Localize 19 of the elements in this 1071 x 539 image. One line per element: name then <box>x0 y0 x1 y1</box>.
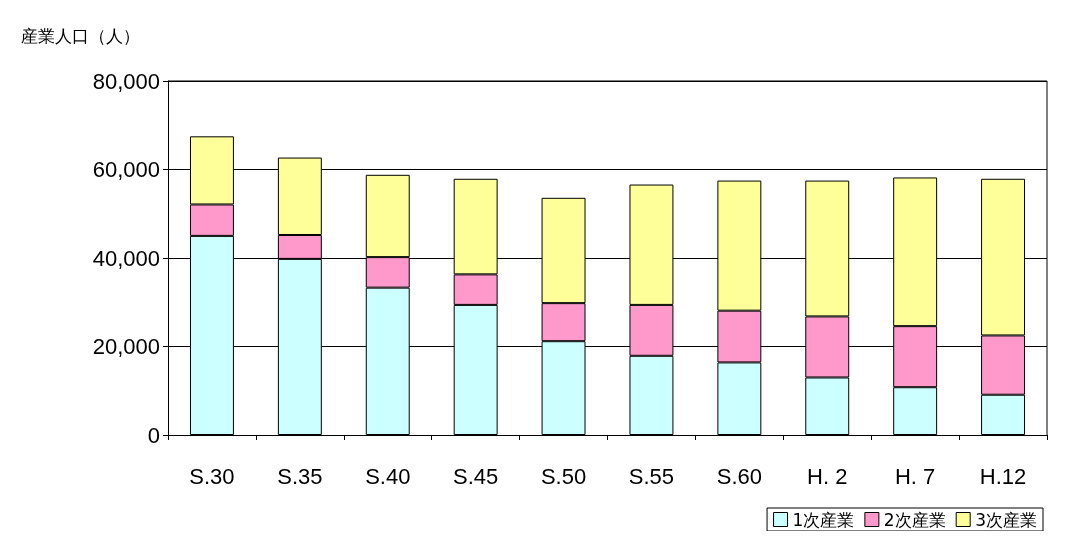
x-tick-label: S.35 <box>277 463 323 489</box>
legend-label: 3次産業 <box>975 509 1038 530</box>
x-tick-label: S.40 <box>365 463 411 489</box>
x-tick-label: S.60 <box>716 463 762 489</box>
legend-label: 2次産業 <box>883 509 946 530</box>
legend-label: 1次産業 <box>792 509 855 530</box>
y-tick-label: 60,000 <box>92 157 160 182</box>
x-tick-label: S.50 <box>540 463 587 489</box>
y-tick-label: 80,000 <box>92 68 160 94</box>
y-tick-label: 0 <box>147 422 160 448</box>
x-tick-label: H. 7 <box>894 463 936 489</box>
y-axis-title: 産業人口（人） <box>21 25 140 46</box>
x-tick-label: S.30 <box>189 463 235 489</box>
x-tick-label: S.45 <box>453 463 499 489</box>
x-tick-label: H. 2 <box>807 463 848 489</box>
y-tick-label: 20,000 <box>92 334 160 359</box>
y-tick-label: 40,000 <box>92 245 160 271</box>
x-tick-label: S.55 <box>628 463 675 489</box>
x-tick-label: H.12 <box>979 463 1027 489</box>
